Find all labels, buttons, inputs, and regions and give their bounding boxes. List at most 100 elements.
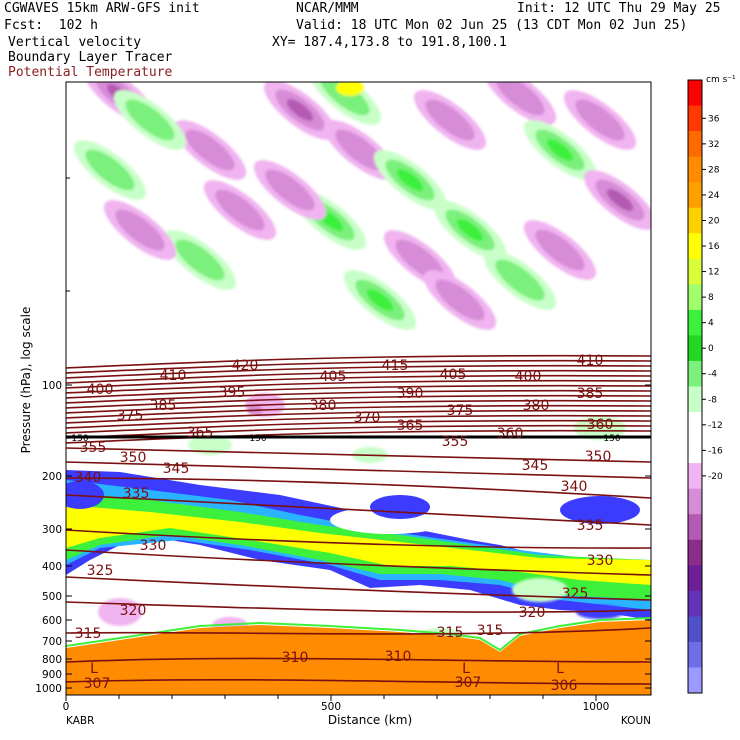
theta-line (66, 447, 651, 463)
colorbar-label: -20 (708, 472, 723, 482)
colorbar-swatch (688, 309, 702, 336)
x-tick-label: 0 (63, 701, 70, 713)
colorbar-label: 28 (708, 165, 720, 175)
tracer-label: 150 (249, 434, 266, 444)
theta-label: 340 (561, 479, 588, 495)
theta-label: 340 (75, 470, 102, 486)
tracer-label: 150 (71, 434, 88, 444)
theta-label: 370 (354, 410, 381, 426)
w-up-mid (495, 259, 545, 301)
theta-label: 335 (123, 486, 150, 502)
theta-label: 375 (117, 408, 144, 424)
upper-wave-field (73, 82, 651, 330)
theta-line (66, 461, 651, 479)
theta-label: 330 (587, 553, 614, 569)
tracer-label: 150 (603, 434, 620, 444)
theta-label: 307 (455, 675, 482, 691)
colorbar-label: -12 (708, 421, 723, 431)
theta-line-strat (66, 364, 651, 379)
colorbar-label: 24 (708, 191, 720, 201)
mid-level-band (66, 470, 651, 620)
theta-line-strat (66, 369, 651, 384)
colorbar-swatch (688, 360, 702, 387)
colorbar-units: cm s⁻¹ (706, 75, 736, 85)
theta-line (66, 601, 651, 613)
theta-line-strat (66, 359, 651, 374)
colorbar-label: 12 (708, 268, 719, 278)
y-tick-label: 300 (42, 524, 62, 536)
theta-label: 320 (120, 603, 147, 619)
colorbar-swatch (688, 80, 702, 107)
theta-contours (66, 354, 651, 685)
y-tick-label: 100 (42, 380, 62, 392)
theta-line (66, 627, 651, 635)
theta-line-strat (66, 379, 651, 394)
colorbar-label: 36 (708, 114, 720, 124)
w-up-core (546, 139, 574, 161)
low-patch (98, 598, 142, 626)
model-title: CGWAVES 15km ARW-GFS init (4, 1, 200, 16)
theta-label: 380 (310, 398, 337, 414)
valid-time: Valid: 18 UTC Mon 02 Jun 25 (13 CDT Mon … (296, 18, 688, 33)
theta-label: 400 (87, 382, 114, 398)
y-axis-label: Pressure (hPa), log scale (19, 307, 33, 454)
low-marker: L (556, 661, 564, 677)
theta-line (66, 678, 651, 685)
colorbar-swatch (688, 590, 702, 617)
w-up-mid (125, 99, 175, 141)
theta-line (66, 576, 651, 601)
colorbar-swatch (688, 284, 702, 311)
colorbar-swatch (688, 565, 702, 592)
init-time: Init: 12 UTC Thu 29 May 25 (517, 1, 721, 16)
colorbar-swatch (688, 488, 702, 515)
theta-label: 330 (140, 538, 167, 554)
theta-label: 345 (522, 458, 549, 474)
theta-label: 350 (585, 449, 612, 465)
colorbar-label: 16 (708, 242, 720, 252)
field-boundary-layer-tracer: Boundary Layer Tracer (8, 50, 173, 65)
colorbar-swatch (688, 105, 702, 132)
strat-patch (574, 416, 626, 440)
colorbar-swatch (688, 514, 702, 541)
theta-line-strat (66, 389, 651, 404)
colorbar-swatch (688, 156, 702, 183)
theta-label: 315 (477, 623, 504, 639)
yellow-band (66, 505, 651, 585)
theta-label: 355 (80, 440, 107, 456)
theta-label: 315 (437, 625, 464, 641)
theta-label: 400 (515, 369, 542, 385)
y-tick-label: 500 (42, 591, 62, 603)
colorbar-swatch (688, 463, 702, 490)
theta-label: 365 (187, 425, 214, 441)
contour-labels: 420 415 410 410 405 405 400 400 395 390 385 385 380 3… (71, 353, 620, 694)
field-potential-temperature: Potential Temperature (8, 65, 173, 80)
colorbar-swatch (688, 616, 702, 643)
low-marker: L (462, 661, 470, 677)
y-tick-label: 800 (42, 654, 62, 666)
theta-line (66, 494, 651, 526)
y-tick-label: 400 (42, 561, 62, 573)
w-up-mid (425, 99, 475, 141)
w-up-mid (435, 279, 485, 321)
theta-label: 380 (523, 398, 550, 414)
y-tick-label: 1000 (35, 683, 62, 695)
colorbar-swatch (688, 641, 702, 668)
x-end-station: KOUN (621, 715, 651, 727)
low-marker: L (90, 661, 98, 677)
colorbar-swatch (688, 539, 702, 566)
theta-label: 350 (120, 450, 147, 466)
forecast-hour: Fcst: 102 h (4, 18, 98, 33)
field-vertical-velocity: Vertical velocity (8, 35, 142, 50)
w-up-mid (495, 82, 545, 116)
colorbar-swatch (688, 207, 702, 234)
w-up-core (396, 169, 424, 191)
low-patch (512, 578, 568, 602)
theta-line-strat (66, 429, 651, 444)
colorbar-swatch (688, 437, 702, 464)
theta-label: 335 (577, 518, 604, 534)
w-up-core (366, 289, 394, 311)
y-tick-label: 200 (42, 471, 62, 483)
x-tick-label: 1000 (583, 701, 610, 713)
theta-label: 405 (440, 367, 467, 383)
